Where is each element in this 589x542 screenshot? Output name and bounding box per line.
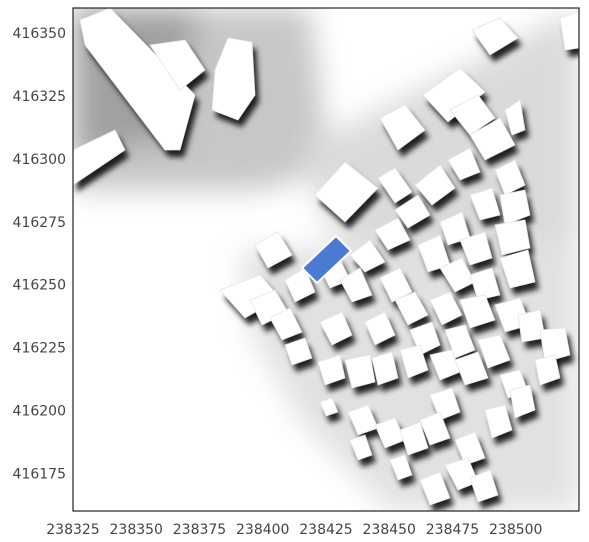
- x-tick-label: 238375: [173, 522, 226, 538]
- x-tick-label: 238400: [236, 522, 289, 538]
- x-tick-label: 238500: [489, 522, 542, 538]
- y-tick-label: 416325: [13, 89, 66, 105]
- y-tick-label: 416250: [13, 278, 66, 294]
- y-tick-label: 416275: [13, 215, 66, 231]
- y-tick-label: 416225: [13, 341, 66, 357]
- y-axis-ticks: 416350 416325 416300 416275 416250 416225 4162…: [13, 26, 66, 482]
- y-tick-label: 416350: [13, 26, 66, 42]
- y-tick-label: 416200: [13, 403, 66, 419]
- y-tick-label: 416300: [13, 152, 66, 168]
- x-tick-label: 238350: [110, 522, 163, 538]
- x-tick-label: 238475: [426, 522, 479, 538]
- x-axis-ticks: 238325 238350 238375 238400 238425 238450 2384…: [46, 522, 542, 538]
- x-tick-label: 238325: [46, 522, 99, 538]
- y-tick-label: 416175: [13, 466, 66, 482]
- map-plot-area: [73, 8, 583, 512]
- x-tick-label: 238450: [363, 522, 416, 538]
- x-tick-label: 238425: [299, 522, 352, 538]
